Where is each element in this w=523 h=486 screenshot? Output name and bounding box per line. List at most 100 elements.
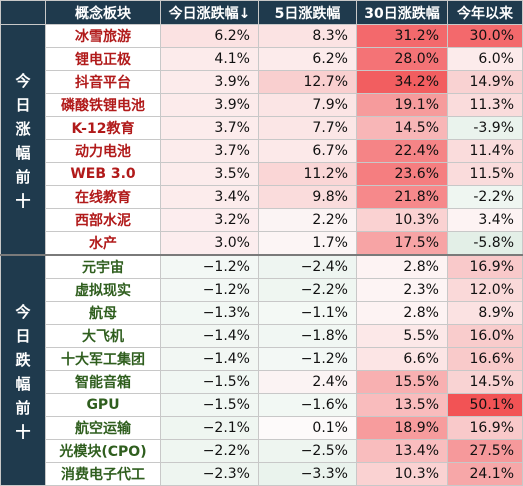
today-change-cell: −2.2% [160, 439, 259, 463]
30day-change-cell: 19.1% [356, 93, 448, 117]
30day-change-cell: 13.4% [356, 439, 448, 463]
group-label-top: 今日涨幅前十 [0, 24, 46, 256]
table-row[interactable]: 大飞机 −1.4% −1.8% 5.5% 16.0% [1, 324, 523, 348]
table-row[interactable]: 磷酸铁锂电池 3.9% 7.9% 19.1% 11.3% [1, 93, 523, 117]
header-30day-change[interactable]: 30日涨跌幅 [356, 0, 448, 25]
5day-change-cell: −2.4% [258, 254, 357, 279]
header-sector[interactable]: 概念板块 [45, 0, 161, 25]
sector-name[interactable]: 大飞机 [45, 324, 161, 348]
today-change-cell: 3.7% [160, 116, 259, 140]
today-change-cell: −1.5% [160, 393, 259, 417]
ytd-change-cell: 11.4% [447, 139, 523, 163]
ytd-change-cell: 50.1% [447, 393, 523, 417]
today-change-cell: 3.4% [160, 185, 259, 209]
30day-change-cell: 31.2% [356, 24, 448, 48]
today-change-cell: −1.4% [160, 324, 259, 348]
table-row[interactable]: 西部水泥 3.2% 2.2% 10.3% 3.4% [1, 208, 523, 232]
5day-change-cell: −3.3% [258, 462, 357, 486]
table-row[interactable]: 航母 −1.3% −1.1% 2.8% 8.9% [1, 301, 523, 325]
5day-change-cell: 11.2% [258, 162, 357, 186]
table-row[interactable]: 智能音箱 −1.5% 2.4% 15.5% 14.5% [1, 370, 523, 394]
table-row[interactable]: 锂电正极 4.1% 6.2% 28.0% 6.0% [1, 47, 523, 71]
5day-change-cell: 6.2% [258, 47, 357, 71]
30day-change-cell: 2.8% [356, 254, 448, 279]
sector-name[interactable]: 锂电正极 [45, 47, 161, 71]
today-change-cell: 3.9% [160, 70, 259, 94]
sector-name[interactable]: 动力电池 [45, 139, 161, 163]
table-row[interactable]: K-12教育 3.7% 7.7% 14.5% -3.9% [1, 116, 523, 140]
sector-name[interactable]: WEB 3.0 [45, 162, 161, 186]
sector-name[interactable]: 光模块(CPO) [45, 439, 161, 463]
sector-name[interactable]: 元宇宙 [45, 254, 161, 279]
ytd-change-cell: 16.9% [447, 416, 523, 440]
sector-name[interactable]: 消费电子代工 [45, 462, 161, 486]
today-change-cell: −1.5% [160, 370, 259, 394]
sector-name[interactable]: 智能音箱 [45, 370, 161, 394]
table-row[interactable]: 十大军工集团 −1.4% −1.2% 6.6% 16.6% [1, 347, 523, 371]
today-change-cell: −1.4% [160, 347, 259, 371]
5day-change-cell: 7.9% [258, 93, 357, 117]
30day-change-cell: 2.3% [356, 278, 448, 302]
sector-name[interactable]: 航母 [45, 301, 161, 325]
sector-name[interactable]: 十大军工集团 [45, 347, 161, 371]
table-row[interactable]: 航空运输 −2.1% 0.1% 18.9% 16.9% [1, 416, 523, 440]
30day-change-cell: 18.9% [356, 416, 448, 440]
30day-change-cell: 10.3% [356, 208, 448, 232]
sector-name[interactable]: 抖音平台 [45, 70, 161, 94]
header-5day-change[interactable]: 5日涨跌幅 [258, 0, 357, 25]
sector-name[interactable]: 虚拟现实 [45, 278, 161, 302]
ytd-change-cell: 11.3% [447, 93, 523, 117]
ytd-change-cell: 14.5% [447, 370, 523, 394]
30day-change-cell: 23.6% [356, 162, 448, 186]
ytd-change-cell: 8.9% [447, 301, 523, 325]
today-change-cell: 3.9% [160, 93, 259, 117]
5day-change-cell: 12.7% [258, 70, 357, 94]
30day-change-cell: 2.8% [356, 301, 448, 325]
ytd-change-cell: 24.1% [447, 462, 523, 486]
table-row[interactable]: 抖音平台 3.9% 12.7% 34.2% 14.9% [1, 70, 523, 94]
30day-change-cell: 34.2% [356, 70, 448, 94]
table-row[interactable]: 动力电池 3.7% 6.7% 22.4% 11.4% [1, 139, 523, 163]
ytd-change-cell: 11.5% [447, 162, 523, 186]
table-row[interactable]: 今日涨幅前十冰雪旅游 6.2% 8.3% 31.2% 30.0% [0, 24, 523, 256]
30day-change-cell: 22.4% [356, 139, 448, 163]
header-today-change[interactable]: 今日涨跌幅↓ [160, 0, 259, 25]
sector-name[interactable]: 西部水泥 [45, 208, 161, 232]
30day-change-cell: 13.5% [356, 393, 448, 417]
sector-name[interactable]: K-12教育 [45, 116, 161, 140]
today-change-cell: 3.2% [160, 208, 259, 232]
sector-name[interactable]: 磷酸铁锂电池 [45, 93, 161, 117]
table-row[interactable]: GPU −1.5% −1.6% 13.5% 50.1% [1, 393, 523, 417]
ytd-change-cell: 27.5% [447, 439, 523, 463]
5day-change-cell: −2.2% [258, 278, 357, 302]
today-change-cell: −2.3% [160, 462, 259, 486]
header-ytd-change[interactable]: 今年以来 [447, 0, 523, 25]
sector-name[interactable]: 冰雪旅游 [45, 24, 161, 48]
sector-name[interactable]: 航空运输 [45, 416, 161, 440]
ytd-change-cell: 30.0% [447, 24, 523, 48]
30day-change-cell: 10.3% [356, 462, 448, 486]
ytd-change-cell: 16.9% [447, 254, 523, 279]
sector-name[interactable]: 水产 [45, 231, 161, 256]
30day-change-cell: 5.5% [356, 324, 448, 348]
table-row[interactable]: WEB 3.0 3.5% 11.2% 23.6% 11.5% [1, 162, 523, 186]
group-label-bot: 今日跌幅前十 [0, 254, 46, 486]
table-row[interactable]: 虚拟现实 −1.2% −2.2% 2.3% 12.0% [1, 278, 523, 302]
today-change-cell: −1.2% [160, 254, 259, 279]
ytd-change-cell: 16.0% [447, 324, 523, 348]
header-corner [0, 0, 46, 25]
table-row[interactable]: 水产 3.0% 1.7% 17.5% -5.8% [1, 231, 523, 256]
5day-change-cell: 2.4% [258, 370, 357, 394]
30day-change-cell: 14.5% [356, 116, 448, 140]
today-change-cell: −2.1% [160, 416, 259, 440]
today-change-cell: 6.2% [160, 24, 259, 48]
sector-name[interactable]: GPU [45, 393, 161, 417]
table-row[interactable]: 光模块(CPO) −2.2% −2.5% 13.4% 27.5% [1, 439, 523, 463]
ytd-change-cell: 3.4% [447, 208, 523, 232]
table-row[interactable]: 消费电子代工 −2.3% −3.3% 10.3% 24.1% [1, 462, 523, 486]
30day-change-cell: 17.5% [356, 231, 448, 256]
table-row[interactable]: 今日跌幅前十元宇宙 −1.2% −2.4% 2.8% 16.9% [0, 254, 523, 486]
table-row[interactable]: 在线教育 3.4% 9.8% 21.8% -2.2% [1, 185, 523, 209]
today-change-cell: 3.7% [160, 139, 259, 163]
sector-name[interactable]: 在线教育 [45, 185, 161, 209]
